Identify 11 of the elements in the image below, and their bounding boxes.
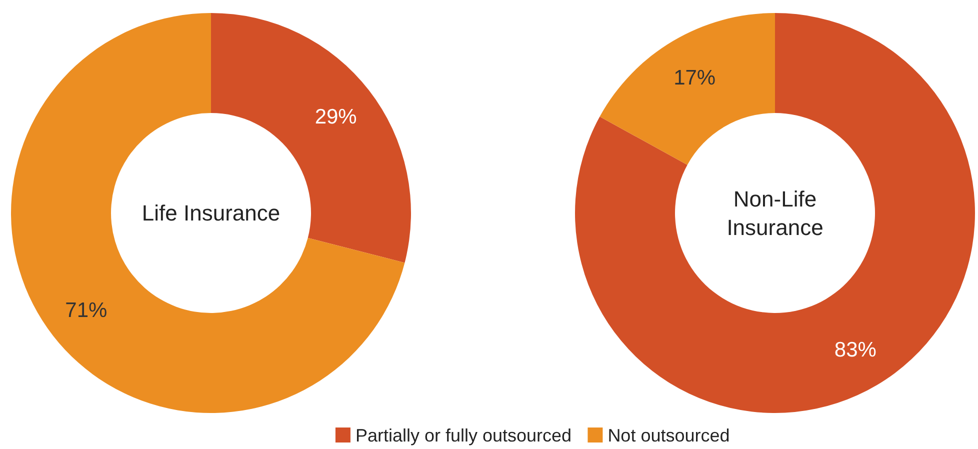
text: Non-Life Insurance xyxy=(726,186,824,240)
donut-slice xyxy=(600,13,775,165)
legend-label: Partially or fully outsourced xyxy=(355,425,572,446)
legend-label: Not outsourced xyxy=(608,425,730,446)
data-label: 83% xyxy=(834,338,876,362)
donut-slice xyxy=(575,13,975,413)
data-label: 71% xyxy=(65,299,108,322)
data-label: 17% xyxy=(674,66,716,90)
text: Life Insurance xyxy=(142,200,280,226)
data-label: 29% xyxy=(314,106,357,129)
donut-slice xyxy=(11,13,405,413)
